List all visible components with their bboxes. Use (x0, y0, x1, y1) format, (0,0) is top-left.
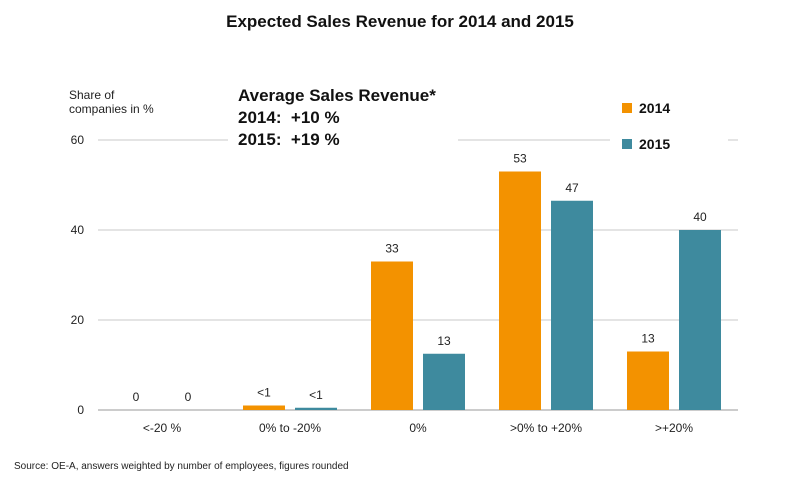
annotation-2015: 2015: +19 % (238, 130, 340, 149)
data-label-2015-3: 47 (565, 181, 579, 195)
data-label-2014-1: <1 (257, 386, 271, 400)
source-note: Source: OE-A, answers weighted by number… (14, 461, 349, 472)
annotation-2014: 2014: +10 % (238, 108, 340, 127)
y-tick-label: 40 (71, 223, 85, 237)
data-label-2015-2: 13 (437, 334, 451, 348)
legend-label-2015: 2015 (639, 136, 670, 152)
bar-2015-4 (679, 230, 721, 410)
y-axis-ticks: 0 20 40 60 (71, 133, 85, 417)
data-label-2015-4: 40 (693, 210, 707, 224)
data-label-2014-0: 0 (133, 390, 140, 404)
category-label: <-20 % (143, 421, 182, 435)
data-label-2014-3: 53 (513, 152, 527, 166)
data-labels: 0 0 <1 <1 33 13 53 47 13 40 (133, 152, 707, 405)
category-label: >0% to +20% (510, 421, 582, 435)
legend: 2014 2015 (610, 85, 728, 163)
y-axis-label-line-1: Share of (69, 88, 115, 102)
annotation-heading: Average Sales Revenue* (238, 86, 436, 105)
bar-2014-4 (627, 351, 669, 410)
bar-2014-3 (499, 171, 541, 410)
legend-swatch-2015 (622, 139, 632, 149)
legend-label-2014: 2014 (639, 100, 670, 116)
category-label: 0% to -20% (259, 421, 321, 435)
data-label-2015-0: 0 (185, 390, 192, 404)
y-axis-label-line-2: companies in % (69, 102, 154, 116)
annotation-background (228, 80, 458, 158)
y-tick-label: 20 (71, 313, 85, 327)
data-label-2014-2: 33 (385, 242, 399, 256)
y-tick-label: 60 (71, 133, 85, 147)
bar-2014-2 (371, 261, 413, 410)
bar-2014-1 (243, 405, 285, 410)
category-label: >+20% (655, 421, 693, 435)
bar-2015-3 (551, 200, 593, 410)
bars (243, 171, 721, 410)
y-tick-label: 0 (77, 403, 84, 417)
gridlines (98, 139, 738, 321)
data-label-2014-4: 13 (641, 332, 655, 346)
bar-2015-1 (295, 407, 337, 410)
bar-2015-2 (423, 353, 465, 410)
data-label-2015-1: <1 (309, 388, 323, 402)
category-labels: <-20 % 0% to -20% 0% >0% to +20% >+20% (143, 421, 694, 435)
legend-swatch-2014 (622, 103, 632, 113)
category-label: 0% (409, 421, 427, 435)
chart-title: Expected Sales Revenue for 2014 and 2015 (226, 12, 574, 31)
